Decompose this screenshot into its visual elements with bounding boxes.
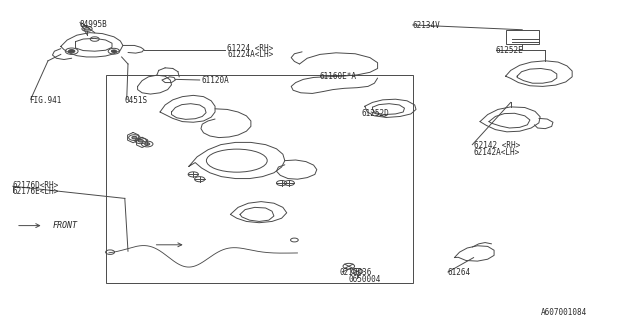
Bar <box>506 30 539 44</box>
Text: 61264: 61264 <box>448 268 471 277</box>
Circle shape <box>84 28 90 30</box>
Text: 62134V: 62134V <box>413 21 440 30</box>
Text: 0210036: 0210036 <box>339 268 372 277</box>
Text: 0650004: 0650004 <box>349 275 381 284</box>
Circle shape <box>132 136 137 139</box>
Text: 61252E: 61252E <box>496 46 524 55</box>
Text: 61252D: 61252D <box>362 109 389 118</box>
Text: 62142A<LH>: 62142A<LH> <box>474 148 520 156</box>
Circle shape <box>68 50 75 53</box>
Text: 61160E*A: 61160E*A <box>320 72 357 81</box>
Circle shape <box>138 140 143 142</box>
Text: 0451S: 0451S <box>125 96 148 105</box>
Text: 62176D<RH>: 62176D<RH> <box>13 181 59 190</box>
Text: 62142 <RH>: 62142 <RH> <box>474 141 520 150</box>
Bar <box>106 75 413 283</box>
Text: 61120A: 61120A <box>202 76 229 85</box>
Text: A607001084: A607001084 <box>541 308 587 317</box>
Text: FRONT: FRONT <box>52 221 77 230</box>
Circle shape <box>145 143 150 145</box>
Text: 62176E<LH>: 62176E<LH> <box>13 188 59 196</box>
Text: 84995B: 84995B <box>80 20 108 28</box>
Text: 61224 <RH>: 61224 <RH> <box>227 44 273 52</box>
Text: FIG.941: FIG.941 <box>29 96 61 105</box>
Circle shape <box>111 50 116 52</box>
Text: 61224A<LH>: 61224A<LH> <box>227 50 273 59</box>
